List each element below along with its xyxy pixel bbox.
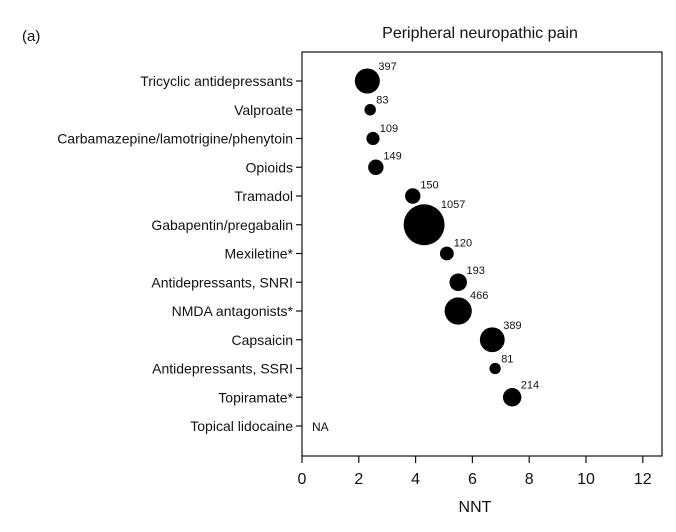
- bubble-point: [444, 297, 472, 325]
- x-tick-label: 8: [525, 471, 534, 488]
- bubble-point: [489, 362, 501, 375]
- y-category-label: Antidepressants, SSRI: [152, 361, 293, 377]
- y-category-label: Topical lidocaine: [190, 418, 293, 434]
- y-category-label: Capsaicin: [232, 332, 293, 348]
- y-category-label: Gabapentin/pregabalin: [151, 217, 293, 233]
- bubble-n-label: 150: [420, 179, 438, 191]
- y-category-label: NMDA antagonists*: [172, 303, 294, 319]
- bubble-point: [405, 188, 421, 204]
- bubble-n-label: 83: [376, 95, 388, 107]
- chart-title: Peripheral neuropathic pain: [382, 25, 578, 42]
- na-label: NA: [312, 420, 329, 434]
- bubble-n-label: 109: [380, 123, 398, 135]
- bubble-n-label: 149: [383, 151, 401, 163]
- bubble-n-label: 193: [467, 265, 485, 277]
- y-category-label: Valproate: [234, 102, 293, 118]
- bubble-n-label: 1057: [441, 199, 465, 211]
- bubble-n-label: 81: [501, 353, 513, 365]
- x-axis-label: NNT: [459, 499, 492, 516]
- bubble-n-label: 466: [470, 290, 488, 302]
- x-tick-label: 4: [411, 471, 420, 488]
- x-tick-label: 10: [577, 471, 595, 488]
- y-category-label: Antidepressants, SNRI: [151, 274, 293, 290]
- y-category-label: Topiramate*: [218, 389, 293, 405]
- bubble-point: [364, 104, 376, 116]
- panel-label: (a): [22, 28, 41, 45]
- bubble-point: [354, 68, 380, 94]
- y-category-label: Tricyclic antidepressants: [140, 73, 293, 89]
- bubble-point: [368, 159, 384, 175]
- y-category-label: Opioids: [246, 159, 293, 175]
- bubble-n-label: 389: [503, 320, 521, 332]
- bubble-n-label: 397: [378, 61, 396, 73]
- x-tick-label: 2: [354, 471, 363, 488]
- plot-frame: [301, 51, 663, 457]
- x-tick-label: 6: [468, 471, 477, 488]
- bubble-n-label: 214: [521, 380, 539, 392]
- bubble-point: [449, 273, 467, 292]
- bubble-point: [479, 327, 505, 353]
- y-category-label: Carbamazepine/lamotrigine/phenytoin: [57, 131, 293, 147]
- bubble-point: [502, 388, 522, 407]
- x-tick-label: 0: [298, 471, 307, 488]
- y-category-label: Mexiletine*: [225, 246, 294, 262]
- bubble-point: [403, 204, 445, 246]
- bubble-point: [366, 131, 380, 146]
- bubble-point: [439, 246, 454, 261]
- bubble-n-label: 120: [454, 238, 472, 250]
- y-category-label: Tramadol: [234, 188, 293, 204]
- x-tick-label: 12: [634, 471, 652, 488]
